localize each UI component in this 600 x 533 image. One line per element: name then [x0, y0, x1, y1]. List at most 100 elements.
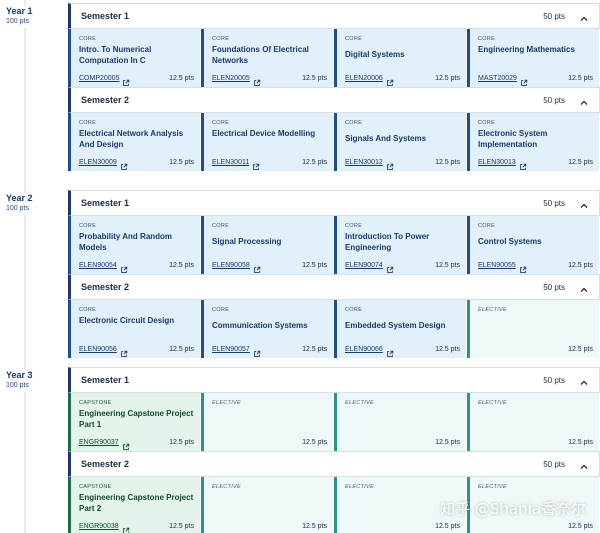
subject-card[interactable]: CORE Electrical Device Modelling ELEN30011… — [201, 113, 334, 171]
subject-points: 12.5 pts — [302, 262, 327, 269]
subject-code-link[interactable]: ELEN90057 — [212, 345, 261, 357]
subject-card[interactable]: CORE Control Systems ELEN90055 12.5 pts — [467, 216, 600, 274]
subject-code[interactable]: ELEN90057 — [212, 345, 250, 353]
subject-code[interactable]: ELEN90054 — [79, 261, 117, 269]
subject-card[interactable]: CORE Embedded System Design ELEN90066 12.5 … — [334, 300, 467, 358]
semester-header[interactable]: Semester 2 50 pts — [68, 274, 600, 300]
semester-header[interactable]: Semester 1 50 pts — [68, 190, 600, 216]
subject-code-link[interactable]: ELEN90058 — [212, 261, 261, 273]
subject-code[interactable]: ENGR90037 — [79, 438, 119, 446]
subject-code-link[interactable]: ELEN90066 — [345, 345, 394, 357]
subject-code[interactable]: ELEN90074 — [345, 261, 383, 269]
chevron-up-icon[interactable] — [579, 95, 589, 105]
external-link-icon[interactable] — [520, 74, 528, 86]
subject-code[interactable]: ELEN90055 — [478, 261, 516, 269]
subject-card[interactable]: CORE Probability And Random Models ELEN900… — [68, 216, 201, 274]
external-link-icon[interactable] — [120, 261, 128, 273]
subject-code[interactable]: ELEN30012 — [345, 158, 383, 166]
external-link-icon[interactable] — [386, 158, 394, 170]
subject-code[interactable]: ELEN30013 — [478, 158, 516, 166]
subject-code-link[interactable]: ELEN90074 — [345, 261, 394, 273]
subject-points: 12.5 pts — [435, 439, 460, 446]
subject-code-link[interactable]: ELEN90056 — [79, 345, 128, 357]
subject-code-link[interactable]: ELEN30009 — [79, 158, 128, 170]
subject-code[interactable]: ELEN20005 — [212, 74, 250, 82]
elective-slot[interactable]: ELECTIVE 12.5 pts — [334, 477, 467, 533]
elective-slot[interactable]: ELECTIVE 12.5 pts — [334, 393, 467, 451]
subject-name: Communication Systems — [212, 321, 308, 330]
subject-code[interactable]: MAST20029 — [478, 74, 517, 82]
external-link-icon[interactable] — [519, 261, 527, 273]
subject-code[interactable]: ELEN30011 — [212, 158, 250, 166]
semester-header[interactable]: Semester 2 50 pts — [68, 87, 600, 113]
subject-card[interactable]: CAPSTONE Engineering Capstone Project Par… — [68, 477, 201, 533]
semester-header[interactable]: Semester 2 50 pts — [68, 451, 600, 477]
subject-code[interactable]: COMP20005 — [79, 74, 120, 82]
subject-code[interactable]: ELEN90058 — [212, 261, 250, 269]
chevron-up-icon[interactable] — [579, 11, 589, 21]
semester-title: Semester 2 — [81, 95, 130, 105]
subject-code-link[interactable]: ELEN30013 — [478, 158, 527, 170]
subject-code[interactable]: ELEN90056 — [79, 345, 117, 353]
external-link-icon[interactable] — [253, 261, 261, 273]
subject-code-link[interactable]: COMP20005 — [79, 74, 130, 86]
subject-code-link[interactable]: ELEN90054 — [79, 261, 128, 273]
subject-card[interactable]: CORE Foundations Of Electrical Networks EL… — [201, 29, 334, 87]
elective-slot[interactable]: ELECTIVE 12.5 pts — [467, 300, 600, 358]
subject-card[interactable]: CORE Communication Systems ELEN90057 12.5 p… — [201, 300, 334, 358]
external-link-icon[interactable] — [122, 74, 130, 86]
external-link-icon[interactable] — [386, 261, 394, 273]
subject-points: 12.5 pts — [169, 159, 194, 166]
subject-type: CORE — [212, 120, 230, 126]
subject-code-link[interactable]: ELEN30011 — [212, 158, 260, 170]
subject-code[interactable]: ELEN20006 — [345, 74, 383, 82]
external-link-icon[interactable] — [122, 522, 130, 533]
external-link-icon[interactable] — [519, 158, 527, 170]
elective-slot[interactable]: ELECTIVE 12.5 pts — [201, 477, 334, 533]
subject-card[interactable]: CORE Intro. To Numerical Computation In C… — [68, 29, 201, 87]
semester-title: Semester 1 — [81, 198, 130, 208]
subject-code-link[interactable]: ELEN20006 — [345, 74, 394, 86]
external-link-icon[interactable] — [253, 345, 261, 357]
semester-header[interactable]: Semester 1 50 pts — [68, 3, 600, 29]
subject-card[interactable]: CORE Electronic Circuit Design ELEN90056 12… — [68, 300, 201, 358]
chevron-up-icon[interactable] — [579, 282, 589, 292]
subject-card[interactable]: CORE Introduction To Power Engineering ELE… — [334, 216, 467, 274]
subject-card[interactable]: CORE Digital Systems ELEN20006 12.5 pts — [334, 29, 467, 87]
subject-card[interactable]: CORE Signal Processing ELEN90058 12.5 pts — [201, 216, 334, 274]
external-link-icon[interactable] — [120, 158, 128, 170]
external-link-icon[interactable] — [122, 438, 130, 450]
subject-code[interactable]: ELEN30009 — [79, 158, 117, 166]
subject-code[interactable]: ELEN90066 — [345, 345, 383, 353]
subject-card[interactable]: CORE Engineering Mathematics MAST20029 12.5… — [467, 29, 600, 87]
external-link-icon[interactable] — [120, 345, 128, 357]
subject-code-link[interactable]: MAST20029 — [478, 74, 528, 86]
subject-type: CORE — [478, 36, 496, 42]
semester-header[interactable]: Semester 1 50 pts — [68, 367, 600, 393]
subject-code-link[interactable]: ELEN20005 — [212, 74, 261, 86]
subject-type: CORE — [79, 307, 97, 313]
subject-card[interactable]: CAPSTONE Engineering Capstone Project Par… — [68, 393, 201, 451]
subject-card[interactable]: CORE Electronic System Implementation ELEN… — [467, 113, 600, 171]
subject-name: Foundations Of Electrical Networks — [212, 45, 309, 65]
subject-code[interactable]: ENGR90038 — [79, 522, 119, 530]
elective-slot[interactable]: ELECTIVE 12.5 pts — [201, 393, 334, 451]
chevron-up-icon[interactable] — [579, 198, 589, 208]
external-link-icon[interactable] — [386, 345, 394, 357]
elective-slot[interactable]: ELECTIVE 12.5 pts — [467, 477, 600, 533]
subject-code-link[interactable]: ENGR90037 — [79, 438, 130, 450]
chevron-up-icon[interactable] — [579, 375, 589, 385]
subject-type: ELECTIVE — [478, 484, 507, 490]
subject-code-link[interactable]: ELEN30012 — [345, 158, 394, 170]
external-link-icon[interactable] — [386, 74, 394, 86]
subject-card[interactable]: CORE Signals And Systems ELEN30012 12.5 pts — [334, 113, 467, 171]
subject-card[interactable]: CORE Electrical Network Analysis And Desi… — [68, 113, 201, 171]
semester-title: Semester 2 — [81, 459, 130, 469]
subject-code-link[interactable]: ELEN90055 — [478, 261, 527, 273]
subject-code-link[interactable]: ENGR90038 — [79, 522, 130, 533]
subject-type: CORE — [79, 120, 97, 126]
elective-slot[interactable]: ELECTIVE 12.5 pts — [467, 393, 600, 451]
external-link-icon[interactable] — [253, 74, 261, 86]
external-link-icon[interactable] — [252, 158, 260, 170]
chevron-up-icon[interactable] — [579, 459, 589, 469]
